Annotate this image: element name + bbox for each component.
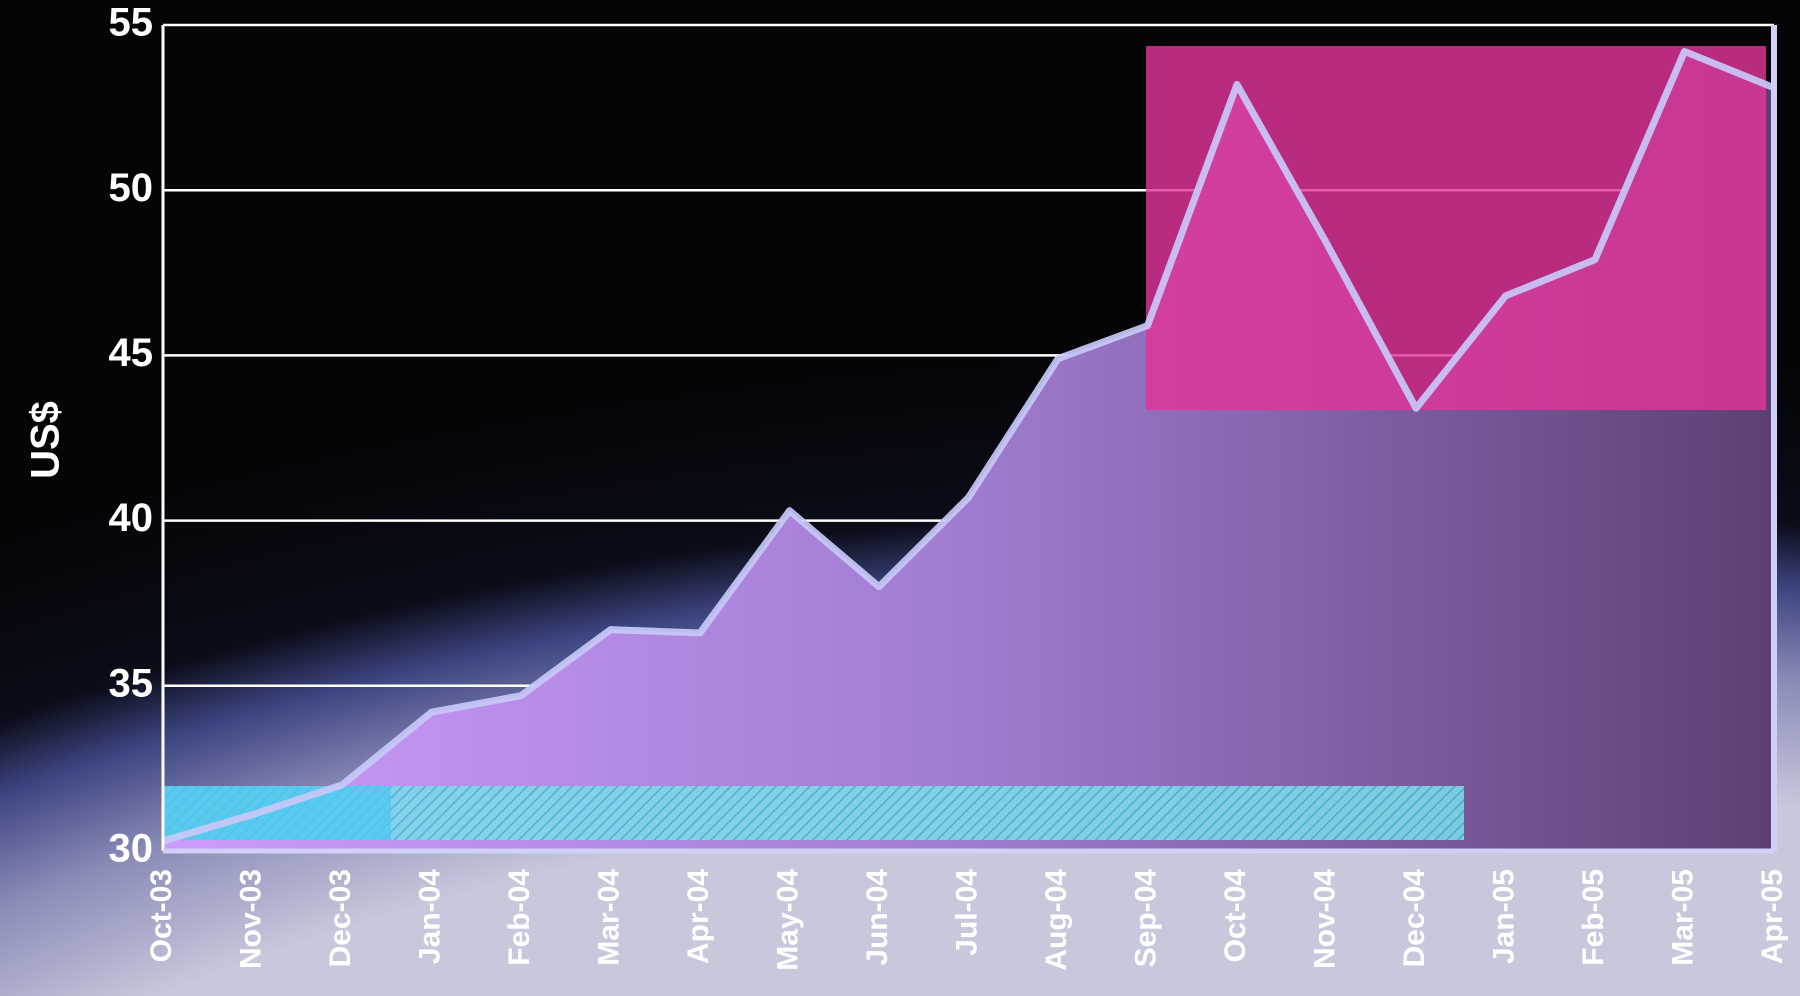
x-tick-label: Nov-04 xyxy=(1308,869,1341,969)
x-tick-label: Oct-04 xyxy=(1219,869,1252,963)
y-tick-label: 50 xyxy=(109,166,154,210)
x-tick-label: Feb-04 xyxy=(503,869,536,966)
x-tick-label: Jul-04 xyxy=(950,869,983,956)
x-tick-label: Dec-03 xyxy=(324,869,357,967)
y-tick-label: 30 xyxy=(109,827,154,871)
x-tick-label: Aug-04 xyxy=(1040,869,1073,971)
x-tick-label: Sep-04 xyxy=(1129,869,1162,968)
y-tick-label: 45 xyxy=(109,331,154,375)
x-tick-label: Oct-03 xyxy=(145,869,178,962)
x-tick-label: May-04 xyxy=(771,869,804,971)
area xyxy=(163,51,1774,851)
x-tick-label: Apr-04 xyxy=(682,869,715,964)
x-tick-label: Mar-04 xyxy=(592,869,625,966)
y-tick-label: 35 xyxy=(109,661,154,705)
y-tick-label: 40 xyxy=(109,496,154,540)
y-tick-label: 55 xyxy=(109,1,154,45)
x-tick-label: Dec-04 xyxy=(1398,869,1431,968)
x-tick-label: Jun-04 xyxy=(861,869,894,966)
plot: 30 35 40 45 50 55 Oct-03 Nov-03 Dec-03 Jan-04 Feb-… xyxy=(109,1,1789,971)
x-tick-label: Jan-04 xyxy=(413,869,446,964)
x-tick-label: Feb-05 xyxy=(1577,869,1610,966)
y-axis-title: US$ xyxy=(24,401,68,479)
line xyxy=(162,47,1776,845)
x-tick-label: Apr-05 xyxy=(1756,869,1789,964)
x-tick-label: Mar-05 xyxy=(1666,869,1699,966)
x-tick-label: Jan-05 xyxy=(1487,869,1520,964)
x-tick-label: Nov-03 xyxy=(234,869,267,969)
